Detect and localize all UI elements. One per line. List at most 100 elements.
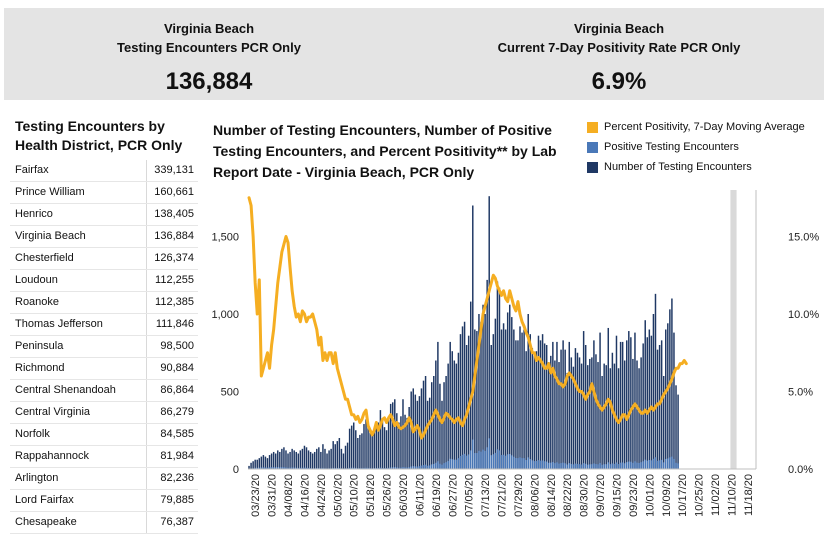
legend-item: Positive Testing Encounters bbox=[587, 140, 823, 160]
testing-bar bbox=[486, 280, 487, 469]
testing-bar bbox=[353, 423, 354, 470]
testing-bar bbox=[503, 323, 504, 469]
testing-bar bbox=[365, 419, 366, 469]
positive-bar bbox=[470, 450, 471, 469]
positive-bar bbox=[445, 462, 446, 469]
testing-bar bbox=[341, 449, 342, 469]
testing-bar bbox=[495, 319, 496, 469]
legend-item: Percent Positivity, 7-Day Moving Average bbox=[587, 120, 823, 140]
testing-bar bbox=[530, 334, 531, 469]
testing-bar bbox=[355, 430, 356, 469]
testing-bar bbox=[312, 454, 313, 470]
testing-bar bbox=[256, 460, 257, 469]
positive-bar bbox=[464, 454, 465, 469]
positive-bar bbox=[628, 462, 629, 469]
testing-bar bbox=[634, 333, 635, 469]
testing-bar bbox=[252, 461, 253, 469]
x-tick-label: 03/23/20 bbox=[250, 474, 262, 517]
testing-bar bbox=[361, 433, 362, 469]
testing-bar bbox=[454, 361, 455, 470]
x-tick-label: 08/14/20 bbox=[546, 474, 558, 517]
testing-bar bbox=[484, 314, 485, 469]
testing-bar bbox=[636, 361, 637, 470]
x-tick-label: 07/21/20 bbox=[497, 474, 509, 517]
testing-bar bbox=[472, 206, 473, 470]
testing-bar bbox=[651, 336, 652, 469]
x-tick-label: 07/05/20 bbox=[464, 474, 476, 517]
positive-bar bbox=[581, 465, 582, 469]
testing-bar bbox=[384, 427, 385, 469]
testing-bar bbox=[445, 376, 446, 469]
testing-bar bbox=[513, 330, 514, 470]
testing-bar bbox=[583, 331, 584, 469]
testing-bar bbox=[667, 323, 668, 469]
testing-bar bbox=[560, 350, 561, 469]
positive-bar bbox=[657, 461, 658, 469]
testing-bar bbox=[649, 330, 650, 470]
positive-bar bbox=[642, 461, 643, 469]
testing-bar bbox=[386, 430, 387, 469]
testing-bar bbox=[271, 454, 272, 470]
district-value: 76,387 bbox=[160, 516, 194, 528]
testing-bar bbox=[302, 449, 303, 469]
testing-bar bbox=[351, 426, 352, 469]
x-tick-label: 08/22/20 bbox=[562, 474, 574, 517]
testing-bar bbox=[306, 447, 307, 469]
positive-bar bbox=[624, 463, 625, 469]
testing-bar bbox=[417, 401, 418, 469]
positive-bar bbox=[663, 462, 664, 469]
x-tick-label: 09/23/20 bbox=[628, 474, 640, 517]
testing-bar bbox=[677, 395, 678, 469]
positive-bar bbox=[523, 458, 524, 469]
testing-bar bbox=[275, 454, 276, 470]
testing-bar bbox=[337, 441, 338, 469]
positive-bar bbox=[655, 457, 656, 469]
testing-bar bbox=[628, 331, 629, 469]
positive-bar bbox=[564, 463, 565, 469]
positive-bar bbox=[423, 465, 424, 469]
positive-bar bbox=[661, 460, 662, 469]
positive-bar bbox=[626, 462, 627, 469]
positive-bar bbox=[587, 465, 588, 469]
positive-bar bbox=[558, 464, 559, 469]
testing-bar bbox=[491, 345, 492, 469]
positive-bar bbox=[651, 460, 652, 469]
testing-bar bbox=[499, 288, 500, 469]
testing-bar bbox=[254, 460, 255, 469]
testing-bar bbox=[449, 342, 450, 469]
testing-bar bbox=[330, 449, 331, 469]
x-tick-label: 06/19/20 bbox=[431, 474, 443, 517]
x-tick-label: 09/15/20 bbox=[611, 474, 623, 517]
testing-bar bbox=[587, 365, 588, 469]
testing-bar bbox=[359, 435, 360, 469]
testing-bar bbox=[293, 450, 294, 469]
x-tick-label: 11/18/20 bbox=[743, 474, 755, 516]
positive-bar bbox=[630, 462, 631, 469]
testing-bar bbox=[517, 340, 518, 469]
positive-bar bbox=[447, 461, 448, 469]
testing-bar bbox=[548, 362, 549, 469]
x-tick-label: 05/02/20 bbox=[332, 474, 344, 517]
positive-bar bbox=[536, 461, 537, 469]
x-tick-label: 09/07/20 bbox=[595, 474, 607, 517]
testing-bar bbox=[534, 356, 535, 469]
positive-bar bbox=[493, 454, 494, 469]
legend-label: Positive Testing Encounters bbox=[604, 141, 739, 153]
testing-bar bbox=[595, 354, 596, 469]
y-left-tick-label: 1,500 bbox=[211, 232, 239, 244]
testing-bar bbox=[542, 334, 543, 469]
x-tick-label: 04/08/20 bbox=[283, 474, 295, 517]
positive-bar bbox=[622, 462, 623, 469]
positive-bar bbox=[517, 458, 518, 469]
testing-bar bbox=[632, 359, 633, 469]
positive-bar bbox=[460, 456, 461, 469]
positive-bar bbox=[616, 462, 617, 469]
positive-bar bbox=[505, 456, 506, 469]
testing-bar bbox=[283, 447, 284, 469]
testing-bar bbox=[376, 426, 377, 469]
positive-bar bbox=[456, 460, 457, 469]
highlight-band bbox=[730, 190, 736, 469]
positive-bar bbox=[577, 464, 578, 469]
testing-bar bbox=[523, 330, 524, 470]
testing-bar bbox=[618, 368, 619, 469]
